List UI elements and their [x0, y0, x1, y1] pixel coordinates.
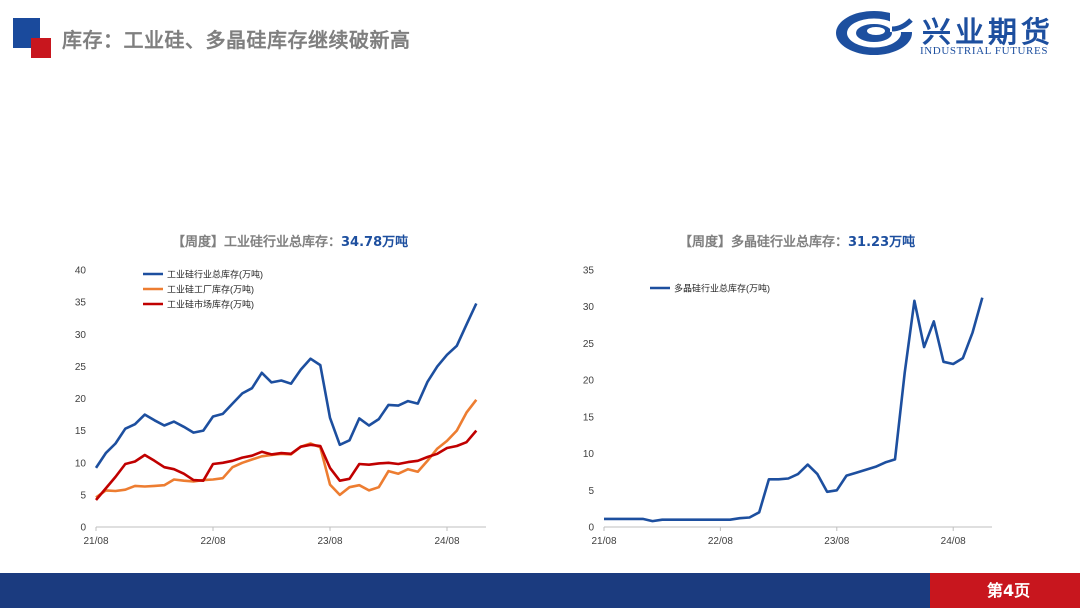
legend-label: 工业硅市场库存(万吨): [167, 299, 254, 310]
y-tick-label: 35: [583, 266, 595, 277]
polysilicon-inventory-chart: 0 5 10 15 20 25 30 35 21/08 22/08 23/08 24/08 多晶硅行业总…: [583, 266, 992, 547]
chart-title-prefix: 【周度】多晶硅行业总库存：: [679, 235, 849, 250]
x-tick-label: 23/08: [317, 536, 342, 547]
y-tick-label: 10: [75, 458, 87, 469]
y-tick-label: 10: [583, 449, 595, 460]
y-tick-label: 25: [75, 362, 87, 373]
page-title: 库存：工业硅、多晶硅库存继续破新高: [62, 28, 411, 52]
x-tick-label: 24/08: [941, 536, 966, 547]
x-tick-label: 24/08: [434, 536, 459, 547]
x-tick-label: 21/08: [83, 536, 108, 547]
y-tick-label: 15: [75, 426, 87, 437]
y-tick-label: 5: [588, 486, 594, 497]
logo-english-name: INDUSTRIAL FUTURES: [920, 45, 1049, 57]
logo-chinese-name: 兴业期货: [922, 15, 1055, 49]
corner-decor-red: [31, 38, 51, 58]
y-tick-label: 0: [80, 523, 86, 534]
y-tick-label: 5: [80, 490, 86, 501]
series-line-1: [95, 399, 478, 499]
y-tick-label: 25: [583, 339, 595, 350]
series-line-0: [604, 297, 984, 523]
y-tick-label: 15: [583, 412, 595, 423]
legend-label: 工业硅工厂库存(万吨): [167, 284, 254, 295]
y-tick-label: 40: [75, 266, 87, 277]
series-line-2: [95, 429, 478, 501]
x-tick-label: 22/08: [708, 536, 733, 547]
legend-label: 多晶硅行业总库存(万吨): [674, 283, 770, 294]
industrial-silicon-inventory-chart: 0 5 10 15 20 25 30 35 40 21/08 22/08 23/08 24/08 工业硅行…: [75, 266, 486, 547]
chart-title-value: 34.78万吨: [341, 235, 409, 250]
x-tick-label: 22/08: [200, 536, 225, 547]
chart-title-prefix: 【周度】工业硅行业总库存：: [172, 235, 342, 250]
x-tick-label: 21/08: [591, 536, 616, 547]
y-tick-label: 20: [75, 394, 87, 405]
y-tick-label: 20: [583, 376, 595, 387]
y-tick-label: 30: [75, 330, 87, 341]
chart-title-value: 31.23万吨: [848, 235, 916, 250]
chart-title-polysilicon: 【周度】多晶硅行业总库存：31.23万吨: [679, 231, 915, 250]
legend-label: 工业硅行业总库存(万吨): [167, 269, 263, 280]
page-number: 第4页: [930, 573, 1080, 608]
x-tick-label: 23/08: [824, 536, 849, 547]
logo-emblem-icon: [836, 11, 914, 55]
series-line-0: [94, 302, 478, 469]
y-tick-label: 0: [588, 523, 594, 534]
y-tick-label: 30: [583, 302, 595, 313]
footer-band: [0, 573, 1080, 608]
company-logo: 兴业期货 INDUSTRIAL FUTURES: [834, 8, 1070, 60]
y-tick-label: 35: [75, 298, 87, 309]
chart-title-industrial-silicon: 【周度】工业硅行业总库存：34.78万吨: [172, 231, 408, 250]
